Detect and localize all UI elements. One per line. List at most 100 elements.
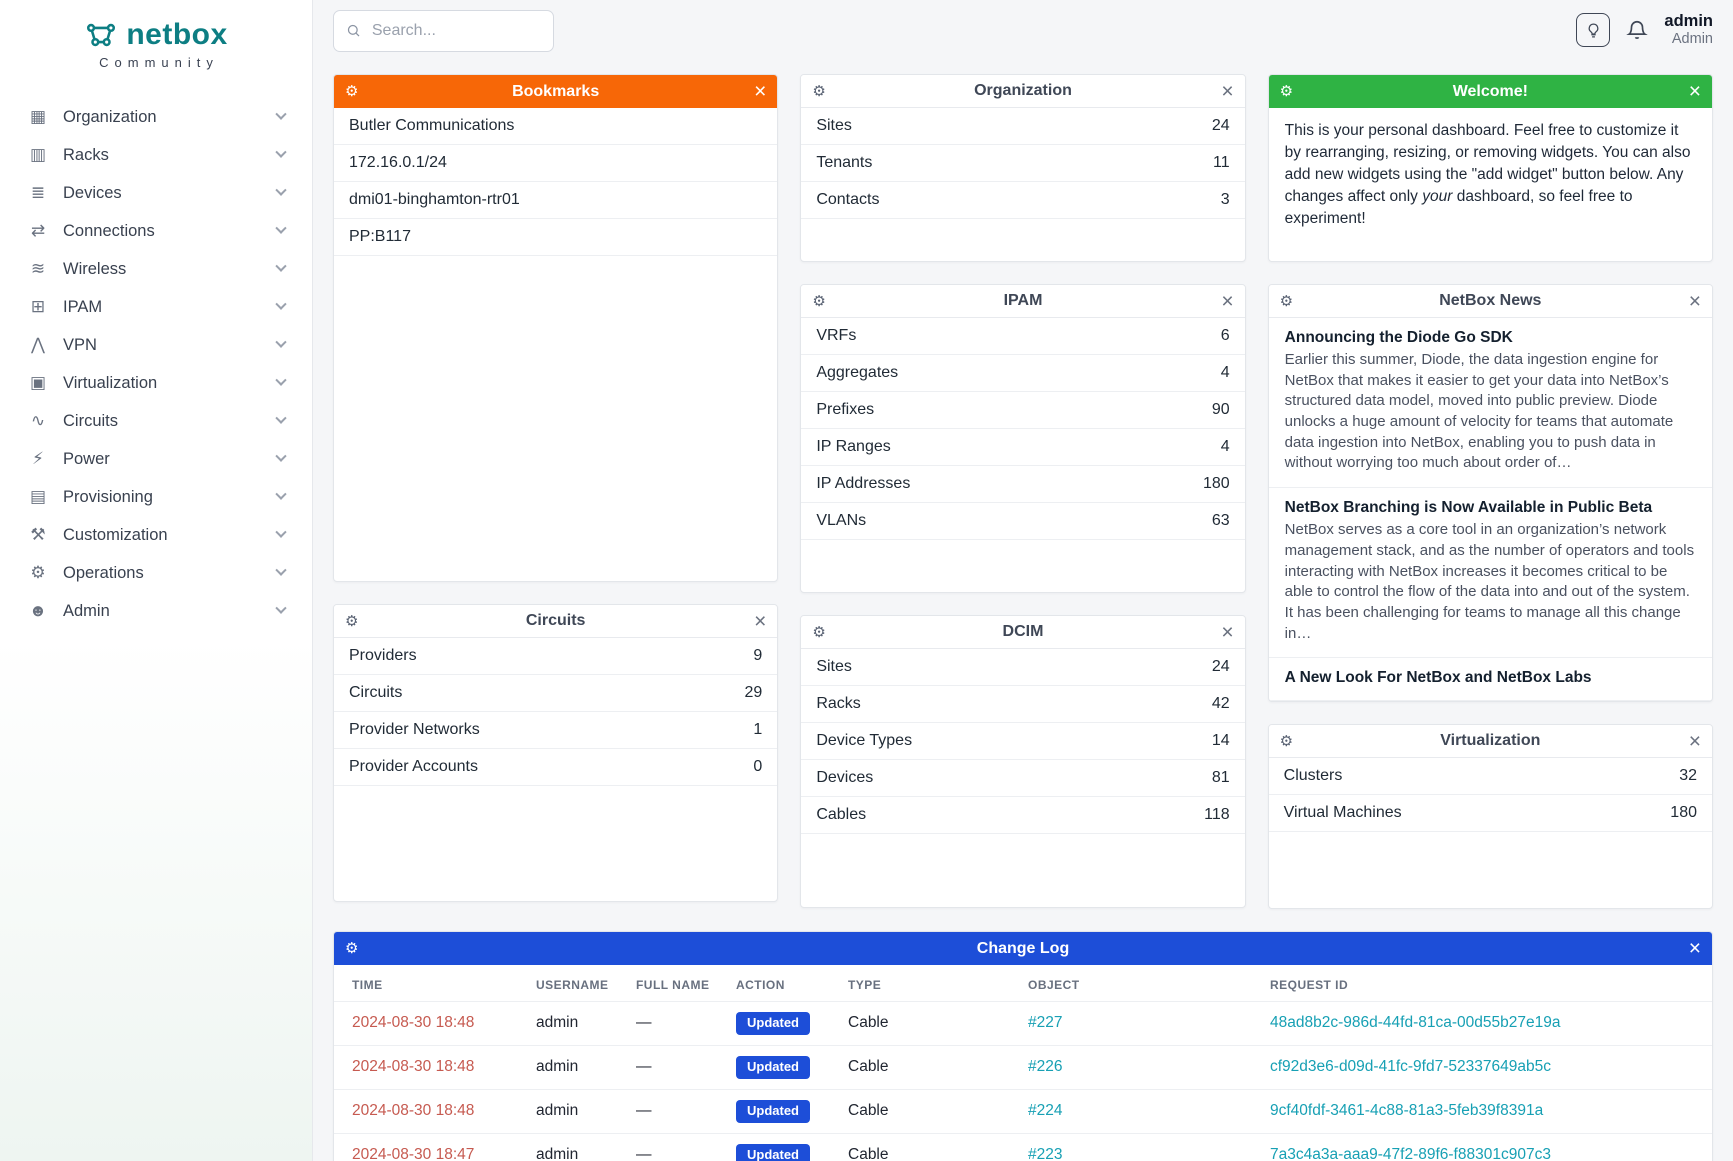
stat-label-link[interactable]: Circuits: [349, 684, 403, 701]
news-article-link[interactable]: NetBox Branching is Now Available in Pub…: [1284, 499, 1653, 517]
wifi-icon: ≋: [30, 259, 46, 278]
widget-config-gear-icon[interactable]: [812, 294, 825, 309]
stat-label-link[interactable]: Prefixes: [816, 401, 875, 418]
request-id-link[interactable]: 48ad8b2c-986d-44fd-81ca-00d55b27e19a: [1270, 1014, 1561, 1032]
change-time-link[interactable]: 2024-08-30 18:48: [352, 1014, 475, 1032]
widget-close-icon[interactable]: [1221, 291, 1233, 312]
widget-config-gear-icon[interactable]: [812, 625, 825, 640]
theme-toggle-button[interactable]: [1576, 13, 1611, 48]
widget-close-icon[interactable]: [1221, 81, 1233, 102]
widget-config-gear-icon[interactable]: [345, 941, 358, 956]
stat-label-link[interactable]: Virtual Machines: [1283, 804, 1402, 821]
stat-value: 11: [1213, 154, 1230, 171]
request-id-link[interactable]: 7a3c4a3a-aaa9-47f2-89f6-f88301c907c3: [1270, 1146, 1551, 1161]
stat-value: 118: [1204, 806, 1230, 823]
notifications-bell-icon[interactable]: [1626, 19, 1649, 41]
sidebar-item-circuits[interactable]: ∿ Circuits: [0, 402, 312, 440]
stat-value: 32: [1679, 767, 1697, 784]
column-header-username: USERNAME: [536, 978, 609, 992]
main-area: admin Admin Bookmarks Butler Communicati…: [313, 0, 1733, 1161]
stat-label-link[interactable]: Cables: [816, 806, 867, 823]
sidebar-item-devices[interactable]: ≣ Devices: [0, 174, 312, 212]
sidebar-item-provisioning[interactable]: ▤ Provisioning: [0, 478, 312, 516]
stat-label-link[interactable]: Racks: [816, 695, 861, 712]
chevron-down-icon: [275, 564, 287, 576]
request-id-link[interactable]: cf92d3e6-d09d-41fc-9fd7-52337649ab5c: [1270, 1058, 1551, 1076]
brand[interactable]: netbox Community: [0, 0, 312, 74]
change-full-name: —: [624, 1088, 724, 1134]
change-time-link[interactable]: 2024-08-30 18:48: [352, 1102, 475, 1120]
search-icon: [347, 24, 360, 37]
widget-config-gear-icon[interactable]: [345, 614, 358, 629]
widget-config-gear-icon[interactable]: [345, 84, 358, 99]
table-row: 2024-08-30 18:48 admin — Updated Cable #…: [334, 1044, 1712, 1090]
widget-header: IPAM: [801, 285, 1245, 318]
stat-label-link[interactable]: VLANs: [816, 512, 867, 529]
bookmark-link[interactable]: PP:B117: [349, 228, 411, 245]
news-article-link[interactable]: A New Look For NetBox and NetBox Labs: [1284, 669, 1592, 687]
widget-dcim: DCIM Sites 24 Racks 42 Device Types 14 Devi…: [800, 615, 1246, 908]
search-box[interactable]: [333, 9, 554, 52]
widget-close-icon[interactable]: [1689, 291, 1701, 312]
sidebar-item-racks[interactable]: ▥ Racks: [0, 136, 312, 174]
stat-label-link[interactable]: Device Types: [816, 732, 913, 749]
stat-label-link[interactable]: Devices: [816, 769, 874, 786]
table-header-row: TIME USERNAME FULL NAME ACTION TYPE OBJE…: [334, 965, 1712, 1002]
object-link[interactable]: #227: [1028, 1014, 1063, 1032]
sidebar-item-customization[interactable]: ⚒ Customization: [0, 516, 312, 554]
change-time-link[interactable]: 2024-08-30 18:48: [352, 1058, 475, 1076]
stat-label-link[interactable]: Provider Accounts: [349, 758, 478, 775]
sidebar-item-power[interactable]: ⚡ Power: [0, 440, 312, 478]
stat-label-link[interactable]: Clusters: [1283, 767, 1343, 784]
sidebar-item-vpn[interactable]: ⋀ VPN: [0, 326, 312, 364]
stat-label-link[interactable]: Providers: [349, 647, 417, 664]
news-article-link[interactable]: Announcing the Diode Go SDK: [1284, 329, 1513, 346]
change-username: admin: [524, 1044, 624, 1090]
widget-close-icon[interactable]: [1689, 731, 1701, 752]
stat-label-link[interactable]: Contacts: [816, 191, 880, 208]
sidebar-item-operations[interactable]: ⚙ Operations: [0, 554, 312, 592]
bookmark-link[interactable]: 172.16.0.1/24: [349, 154, 447, 171]
stat-label-link[interactable]: IP Ranges: [816, 438, 891, 455]
bookmark-link[interactable]: dmi01-binghamton-rtr01: [349, 191, 520, 208]
news-item: A New Look For NetBox and NetBox Labs: [1268, 658, 1712, 701]
widget-netbox-news: NetBox News Announcing the Diode Go SDK …: [1267, 284, 1713, 702]
ipam-grid-icon: ⊞: [30, 297, 46, 316]
sidebar-item-connections[interactable]: ⇄ Connections: [0, 212, 312, 250]
widget-close-icon[interactable]: [754, 611, 766, 632]
stat-label-link[interactable]: Provider Networks: [349, 721, 480, 738]
sidebar-item-ipam[interactable]: ⊞ IPAM: [0, 288, 312, 326]
object-link[interactable]: #223: [1028, 1146, 1063, 1161]
stat-label-link[interactable]: Sites: [816, 117, 852, 134]
widget-close-icon[interactable]: [1689, 81, 1701, 102]
sidebar-item-admin[interactable]: ☻ Admin: [0, 592, 312, 630]
stat-label-link[interactable]: Aggregates: [816, 364, 899, 381]
stat-row: Devices 81: [801, 760, 1245, 797]
stat-value: 90: [1211, 401, 1230, 418]
sidebar-item-organization[interactable]: ▦ Organization: [0, 98, 312, 136]
widget-config-gear-icon[interactable]: [812, 84, 825, 99]
widget-close-icon[interactable]: [1221, 622, 1233, 643]
object-link[interactable]: #226: [1028, 1058, 1063, 1076]
widget-config-gear-icon[interactable]: [1280, 734, 1293, 749]
search-input[interactable]: [369, 20, 541, 41]
stat-label-link[interactable]: VRFs: [816, 327, 857, 344]
user-menu[interactable]: admin Admin: [1664, 12, 1713, 48]
sidebar-item-wireless[interactable]: ≋ Wireless: [0, 250, 312, 288]
widget-config-gear-icon[interactable]: [1280, 294, 1293, 309]
widget-config-gear-icon[interactable]: [1280, 84, 1293, 99]
stat-label-link[interactable]: Sites: [816, 658, 852, 675]
bookmark-link[interactable]: Butler Communications: [349, 117, 515, 134]
object-link[interactable]: #224: [1028, 1102, 1063, 1120]
stat-label-link[interactable]: Tenants: [816, 154, 873, 171]
widget-header: Organization: [801, 75, 1245, 108]
widget-ipam: IPAM VRFs 6 Aggregates 4 Prefixes 90 IP Ran…: [800, 284, 1246, 593]
widget-close-icon[interactable]: [1689, 938, 1701, 959]
widget-close-icon[interactable]: [754, 81, 766, 102]
stat-row: Providers 9: [334, 638, 778, 675]
change-time-link[interactable]: 2024-08-30 18:47: [352, 1146, 475, 1161]
stat-label-link[interactable]: IP Addresses: [816, 475, 911, 492]
action-badge: Updated: [736, 1055, 810, 1079]
request-id-link[interactable]: 9cf40fdf-3461-4c88-81a3-5feb39f8391a: [1270, 1102, 1544, 1120]
sidebar-item-virtualization[interactable]: ▣ Virtualization: [0, 364, 312, 402]
